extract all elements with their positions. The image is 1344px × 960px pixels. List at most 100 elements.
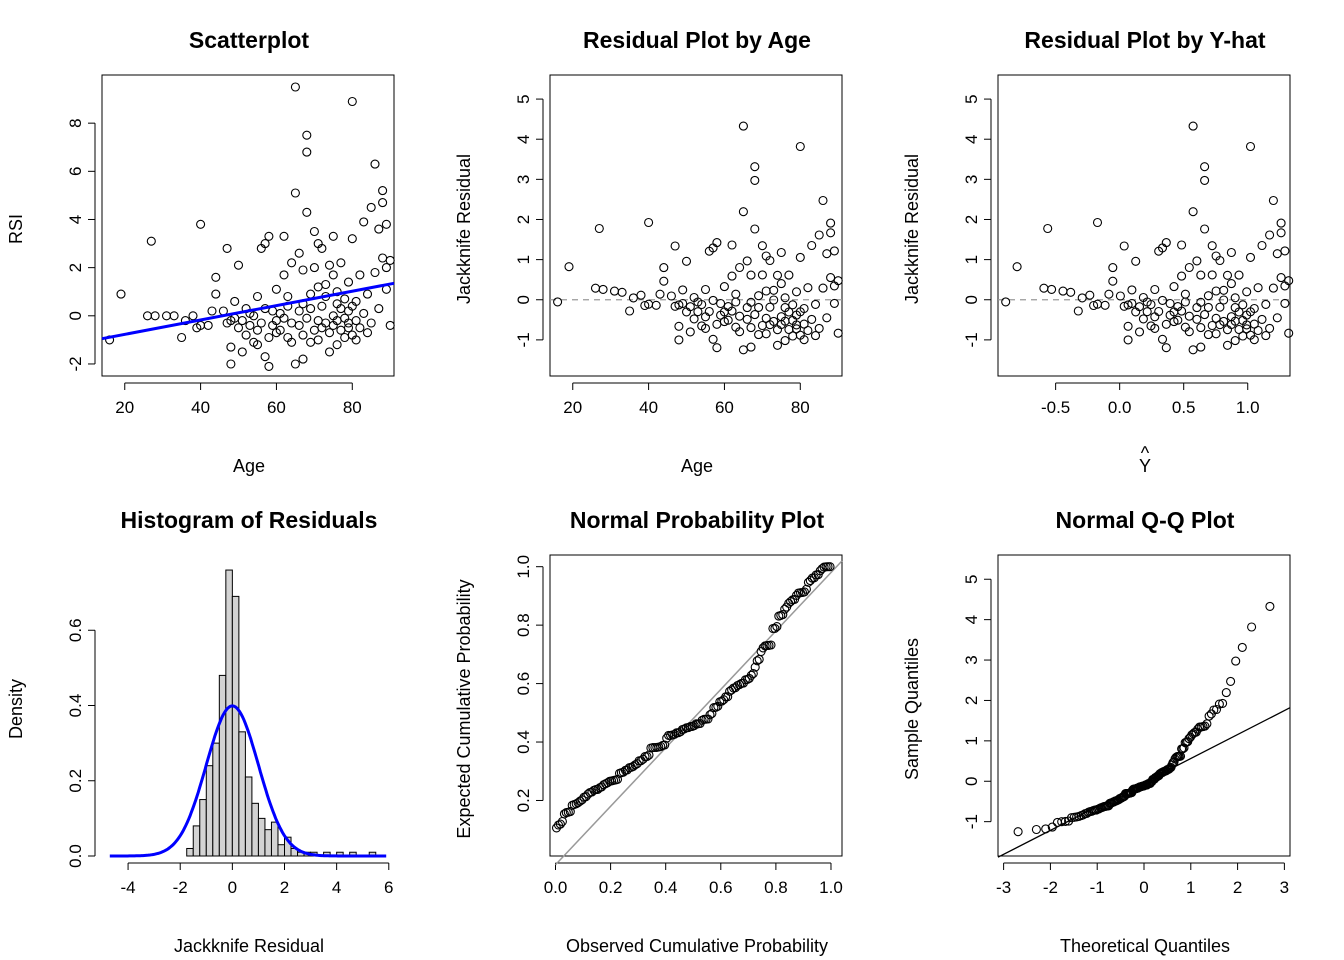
resid-age-point — [727, 271, 737, 281]
resid-age-point — [803, 283, 813, 293]
scatter-point — [279, 270, 289, 280]
scatter-point — [222, 243, 232, 253]
resid-yhat-point — [1253, 325, 1263, 336]
pp-xlabel: Observed Cumulative Probability — [566, 936, 828, 956]
scatter-point — [233, 323, 244, 333]
qq-point — [1247, 622, 1257, 632]
resid-yhat-point — [1089, 300, 1099, 311]
scatter-point — [241, 330, 251, 340]
resid-age-point — [795, 252, 805, 262]
scatter-point — [271, 284, 281, 294]
resid-yhat-point — [1280, 298, 1290, 308]
resid-age-point — [708, 334, 718, 344]
resid-yhat-point — [1200, 310, 1210, 320]
qq-y-tick-label: -1 — [962, 814, 981, 829]
resid-yhat-point — [1200, 162, 1210, 172]
resid-yhat-point — [1219, 295, 1229, 305]
resid-yhat-point — [1280, 246, 1290, 256]
resid-age-point — [674, 321, 684, 331]
resid-yhat-point — [1196, 297, 1206, 307]
scatter-point — [347, 234, 357, 244]
resid-age-y-tick-label: 2 — [514, 215, 533, 224]
scatter-point — [294, 320, 304, 330]
resid-yhat-x-tick-label: 1.0 — [1236, 398, 1260, 417]
scatter-point — [374, 224, 384, 234]
pp-y-tick-label: 0.2 — [514, 789, 533, 813]
resid-age-point — [594, 223, 604, 234]
qq-y-tick-label: 3 — [962, 655, 981, 664]
qq-point — [1221, 688, 1231, 698]
hist-x-tick-label: -2 — [173, 878, 188, 897]
resid-yhat-point — [1192, 256, 1202, 266]
qq-x-tick-label: -2 — [1043, 878, 1058, 897]
resid-age-point — [765, 255, 775, 266]
resid-yhat-point — [1138, 314, 1148, 324]
resid-yhat-point — [1115, 291, 1125, 301]
resid-age-point — [553, 297, 563, 307]
scatter-y-tick-label: 4 — [66, 215, 85, 224]
resid-age-point — [750, 162, 760, 172]
pp-y-tick-label: 1.0 — [514, 555, 533, 579]
scatter-x-tick-label: 40 — [191, 398, 210, 417]
resid-yhat-point — [1238, 300, 1248, 310]
scatter-point — [385, 255, 395, 265]
resid-yhat-point — [1142, 307, 1152, 317]
pp-x-tick-label: 0.8 — [764, 878, 788, 897]
scatter-y-tick-label: 0 — [66, 311, 85, 320]
qq-point — [1211, 704, 1222, 715]
scatter-point — [150, 311, 160, 321]
scatter-point — [321, 279, 331, 290]
hist-y-tick-label: 0.6 — [66, 618, 85, 642]
resid-age-y-tick-label: 5 — [514, 94, 533, 103]
pp-point — [679, 724, 689, 734]
resid-age-point — [833, 328, 843, 338]
resid-yhat-point — [1207, 270, 1217, 280]
scatter-point — [385, 320, 395, 330]
resid-yhat-plot-box — [997, 74, 1291, 377]
resid-age-point — [761, 329, 771, 339]
pp-points — [551, 562, 835, 833]
qq-points — [1013, 601, 1275, 837]
resid-yhat-point — [1200, 175, 1210, 185]
scatter-point — [355, 270, 365, 280]
resid-yhat-x-tick-label: 0.5 — [1172, 398, 1196, 417]
resid-yhat-point — [1119, 301, 1129, 311]
qq-x-tick-label: -3 — [996, 878, 1011, 897]
scatter-point — [374, 304, 384, 314]
resid-age-point — [712, 238, 722, 248]
resid-age-point — [765, 302, 775, 312]
resid-yhat-ylabel: Jackknife Residual — [902, 154, 922, 304]
qq-x-tick-label: 1 — [1186, 878, 1195, 897]
resid-yhat-xlabel-hat: ^ — [1141, 443, 1150, 463]
resid-age-point — [727, 240, 737, 250]
resid-age-point — [674, 335, 684, 345]
hist-y-tick-label: 0.2 — [66, 769, 85, 793]
qq-ylabel: Sample Quantiles — [902, 638, 922, 780]
resid-age-y-tick-label: 3 — [514, 175, 533, 184]
resid-age-point — [700, 284, 711, 295]
scatter-point — [279, 231, 289, 241]
resid-age-x-tick-label: 80 — [791, 398, 810, 417]
resid-age-point — [769, 285, 779, 295]
resid-yhat-point — [1188, 345, 1198, 355]
resid-age-point — [826, 273, 836, 283]
resid-yhat-point — [1123, 335, 1133, 345]
resid-yhat-point — [1265, 230, 1275, 240]
resid-age-point — [659, 263, 669, 273]
scatter-point — [260, 352, 270, 362]
hist-bar — [277, 844, 286, 857]
resid-yhat-point — [1100, 300, 1110, 310]
resid-age-point — [746, 297, 756, 307]
scatter-ylabel: RSI — [6, 214, 26, 244]
qq-title: Normal Q-Q Plot — [1056, 507, 1235, 533]
scatter-xlabel: Age — [233, 456, 265, 476]
scatter-point — [294, 306, 304, 316]
scatter-point — [343, 323, 354, 333]
resid-yhat-point — [1230, 293, 1240, 303]
resid-age-point — [791, 287, 802, 297]
resid-yhat-point — [1203, 291, 1213, 301]
resid-yhat-point — [1184, 327, 1194, 337]
resid-age-point — [826, 228, 836, 238]
scatter-point — [177, 332, 187, 343]
resid-age-ylabel: Jackknife Residual — [454, 154, 474, 304]
